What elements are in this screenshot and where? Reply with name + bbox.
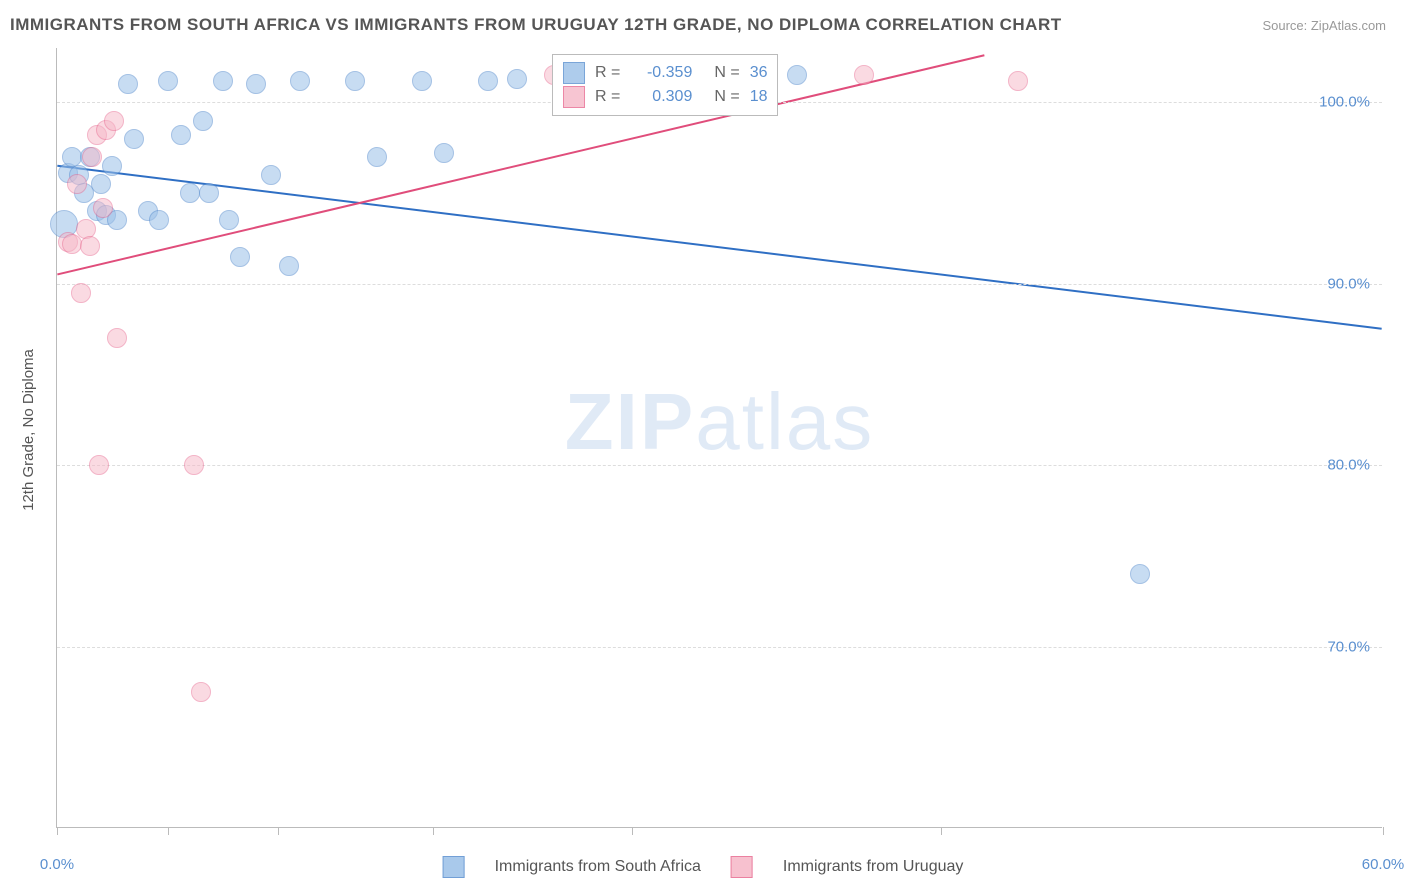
gridline [57, 284, 1382, 285]
correlation-legend: R = -0.359 N = 36 R = 0.309 N = 18 [552, 54, 778, 116]
data-point [213, 71, 233, 91]
data-point [507, 69, 527, 89]
n-label: N = [714, 88, 739, 106]
y-tick-label: 70.0% [1327, 638, 1370, 655]
trend-line [57, 166, 1381, 329]
data-point [93, 198, 113, 218]
data-point [478, 71, 498, 91]
x-tick-label: 0.0% [40, 856, 74, 873]
watermark-bold: ZIP [565, 377, 695, 466]
legend-label: Immigrants from Uruguay [783, 858, 964, 876]
legend-swatch [731, 856, 753, 878]
data-point [1008, 71, 1028, 91]
data-point [434, 143, 454, 163]
chart-container: IMMIGRANTS FROM SOUTH AFRICA VS IMMIGRAN… [0, 0, 1406, 892]
data-point [158, 71, 178, 91]
data-point [118, 74, 138, 94]
y-tick-label: 90.0% [1327, 275, 1370, 292]
watermark: ZIPatlas [565, 376, 874, 468]
data-point [107, 328, 127, 348]
series-legend: Immigrants from South Africa Immigrants f… [443, 856, 964, 878]
data-point [230, 247, 250, 267]
chart-title: IMMIGRANTS FROM SOUTH AFRICA VS IMMIGRAN… [10, 15, 1062, 35]
legend-row: R = 0.309 N = 18 [563, 85, 767, 109]
data-point [412, 71, 432, 91]
source-label: Source: ZipAtlas.com [1262, 18, 1386, 33]
data-point [290, 71, 310, 91]
data-point [184, 455, 204, 475]
data-point [279, 256, 299, 276]
data-point [67, 174, 87, 194]
x-tick [632, 827, 633, 835]
trend-lines-svg [57, 48, 1382, 827]
data-point [345, 71, 365, 91]
data-point [80, 236, 100, 256]
data-point [246, 74, 266, 94]
y-axis-title: 12th Grade, No Diploma [20, 349, 37, 511]
data-point [71, 283, 91, 303]
r-label: R = [595, 64, 620, 82]
n-label: N = [714, 64, 739, 82]
x-tick [433, 827, 434, 835]
plot-area: ZIPatlas 70.0%80.0%90.0%100.0%0.0%60.0% [56, 48, 1382, 828]
legend-swatch [563, 62, 585, 84]
data-point [82, 147, 102, 167]
data-point [171, 125, 191, 145]
x-tick [941, 827, 942, 835]
data-point [102, 156, 122, 176]
data-point [193, 111, 213, 131]
x-tick [168, 827, 169, 835]
data-point [89, 455, 109, 475]
n-value: 18 [750, 88, 768, 106]
gridline [57, 465, 1382, 466]
legend-swatch [443, 856, 465, 878]
x-tick-label: 60.0% [1362, 856, 1405, 873]
data-point [199, 183, 219, 203]
data-point [219, 210, 239, 230]
data-point [854, 65, 874, 85]
data-point [1130, 564, 1150, 584]
watermark-thin: atlas [695, 377, 874, 466]
gridline [57, 647, 1382, 648]
data-point [261, 165, 281, 185]
data-point [91, 174, 111, 194]
data-point [180, 183, 200, 203]
data-point [787, 65, 807, 85]
x-tick [57, 827, 58, 835]
trend-line [57, 55, 984, 274]
data-point [149, 210, 169, 230]
legend-label: Immigrants from South Africa [495, 858, 701, 876]
r-value: 0.309 [630, 88, 692, 106]
r-label: R = [595, 88, 620, 106]
y-tick-label: 100.0% [1319, 94, 1370, 111]
data-point [367, 147, 387, 167]
x-tick [278, 827, 279, 835]
legend-row: R = -0.359 N = 36 [563, 61, 767, 85]
data-point [191, 682, 211, 702]
legend-swatch [563, 86, 585, 108]
data-point [104, 111, 124, 131]
y-tick-label: 80.0% [1327, 457, 1370, 474]
x-tick [1383, 827, 1384, 835]
n-value: 36 [750, 64, 768, 82]
r-value: -0.359 [630, 64, 692, 82]
data-point [124, 129, 144, 149]
